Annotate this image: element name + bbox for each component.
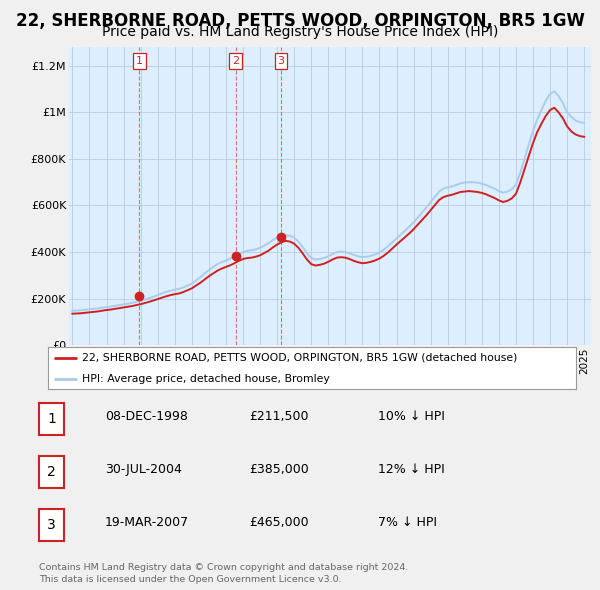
Text: 08-DEC-1998: 08-DEC-1998 (105, 410, 188, 423)
Text: 30-JUL-2004: 30-JUL-2004 (105, 463, 182, 476)
Text: 7% ↓ HPI: 7% ↓ HPI (378, 516, 437, 529)
Text: £465,000: £465,000 (249, 516, 308, 529)
Text: £211,500: £211,500 (249, 410, 308, 423)
Text: £385,000: £385,000 (249, 463, 309, 476)
Text: 12% ↓ HPI: 12% ↓ HPI (378, 463, 445, 476)
Text: 19-MAR-2007: 19-MAR-2007 (105, 516, 189, 529)
Text: 3: 3 (277, 56, 284, 66)
Text: HPI: Average price, detached house, Bromley: HPI: Average price, detached house, Brom… (82, 374, 330, 384)
Text: 22, SHERBORNE ROAD, PETTS WOOD, ORPINGTON, BR5 1GW: 22, SHERBORNE ROAD, PETTS WOOD, ORPINGTO… (16, 12, 584, 30)
Text: Contains HM Land Registry data © Crown copyright and database right 2024.: Contains HM Land Registry data © Crown c… (39, 563, 409, 572)
Text: 1: 1 (47, 412, 56, 426)
Text: 2: 2 (47, 465, 56, 479)
Text: 22, SHERBORNE ROAD, PETTS WOOD, ORPINGTON, BR5 1GW (detached house): 22, SHERBORNE ROAD, PETTS WOOD, ORPINGTO… (82, 353, 518, 362)
Text: 1: 1 (136, 56, 143, 66)
Text: 10% ↓ HPI: 10% ↓ HPI (378, 410, 445, 423)
Text: Price paid vs. HM Land Registry's House Price Index (HPI): Price paid vs. HM Land Registry's House … (102, 25, 498, 39)
Text: 3: 3 (47, 518, 56, 532)
Text: 2: 2 (232, 56, 239, 66)
Text: This data is licensed under the Open Government Licence v3.0.: This data is licensed under the Open Gov… (39, 575, 341, 584)
